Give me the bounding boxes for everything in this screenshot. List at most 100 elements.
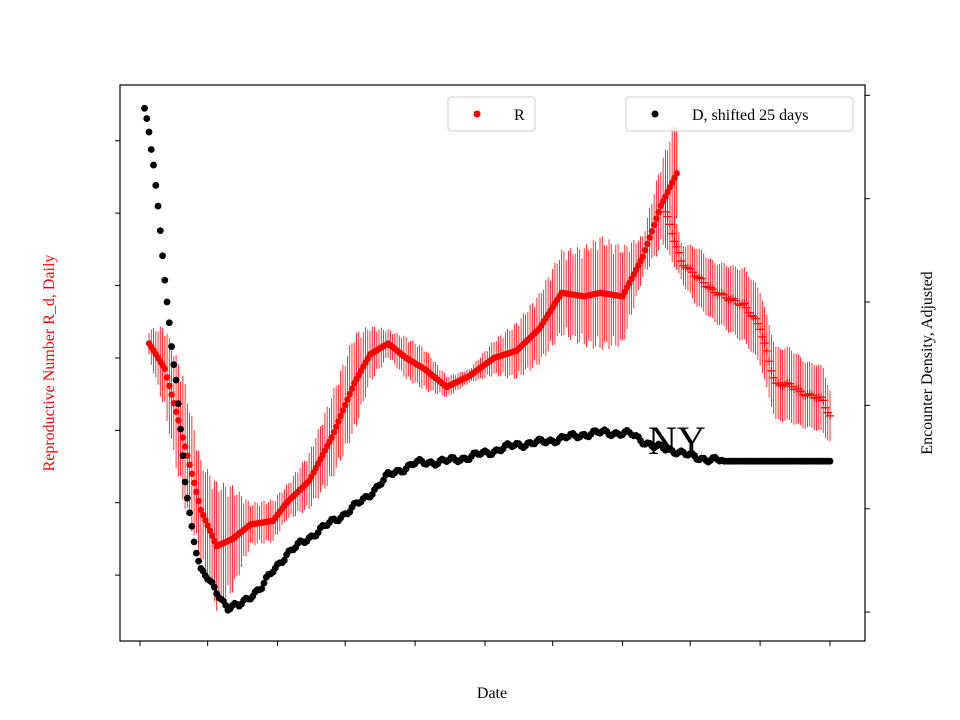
d-point [177,425,184,433]
r-point-plus [663,212,672,221]
d-point [165,319,173,327]
r-point-plus [819,396,828,405]
d-point [280,556,288,564]
right-axis-ticks [865,94,870,613]
d-point [195,557,203,565]
r-point [179,434,187,441]
d-point [258,585,266,593]
legend-r-label: R [514,107,525,124]
r-point [161,365,169,372]
r-point [195,497,202,505]
x-axis-label: Date [477,685,507,702]
d-point [152,181,160,189]
region-annotation: NY [648,418,706,463]
r-point [639,253,647,260]
d-point [141,104,148,112]
r-point [204,522,211,529]
r-point [332,423,340,430]
r-point-plus [668,229,677,238]
d-point [154,202,162,210]
d-point [211,583,218,591]
legend-r-box [447,96,536,132]
d-point [161,276,169,284]
d-point [147,146,155,153]
x-axis-ticks [139,641,831,646]
d-point [156,227,164,235]
right-axis-label: Encounter Density, Adjusted [919,271,936,454]
r-point [673,170,680,177]
d-point [186,509,194,517]
r-point [650,221,658,229]
d-point [172,376,180,384]
d-point [145,128,153,136]
r-point-plus [826,411,834,420]
r-point [202,517,209,524]
r-point [328,434,335,441]
r-point [208,532,216,540]
d-point [183,494,191,502]
r-point [655,209,662,216]
r-error-bars [148,126,831,611]
r-point [206,527,214,534]
r-point-plus [665,220,674,229]
r-point-plus [758,332,767,341]
d-point [159,252,166,260]
d-series-points [141,104,834,614]
r-point-plus [753,319,762,328]
r-point [644,240,651,248]
d-point [150,161,157,169]
r-point [344,396,351,403]
r-point-plus [765,357,774,366]
r-point-plus [661,207,670,216]
r-point [190,479,198,487]
r-point [181,443,189,450]
d-point [163,298,171,306]
r-point [211,537,218,545]
d-point [190,538,198,546]
d-point [826,457,834,465]
d-point [380,476,387,484]
r-point [648,228,656,235]
r-series-points [145,170,834,550]
legend-r: R [447,96,536,132]
r-point [335,418,342,425]
r-point-plus [674,248,683,257]
d-point [143,115,151,122]
r-point-plus [762,346,771,355]
r-point [175,417,182,424]
legend-d-box [625,96,854,132]
d-point [188,522,196,530]
r-point [186,461,193,468]
r-point-plus [677,257,686,266]
r-point-plus [767,366,776,375]
r-point [346,390,353,398]
r-point [166,382,173,390]
r-point [339,407,347,414]
d-point [260,579,268,587]
r-point-plus [756,325,765,334]
left-axis-ticks [115,140,120,576]
r-point [197,506,205,514]
d-point [168,343,175,350]
r-point-plus [751,314,760,323]
r-point-plus [742,303,751,312]
r-point-plus [769,373,778,382]
r-point [348,385,356,392]
legend-d: D, shifted 25 days [625,96,854,132]
r-point [168,391,175,398]
r-point [188,470,196,477]
d-point [181,478,189,486]
r-point-plus [821,403,830,412]
d-point [174,400,182,407]
r-point [646,234,653,241]
r-point [337,412,344,420]
r-point-plus [672,242,681,251]
r-point [653,215,660,222]
plot-frame [119,84,866,642]
r-point [341,401,349,409]
r-point [330,428,338,436]
left-axis-label: Reproductive Number R_d, Daily [41,255,58,472]
r-point [641,247,649,254]
r-point-plus [670,237,679,246]
